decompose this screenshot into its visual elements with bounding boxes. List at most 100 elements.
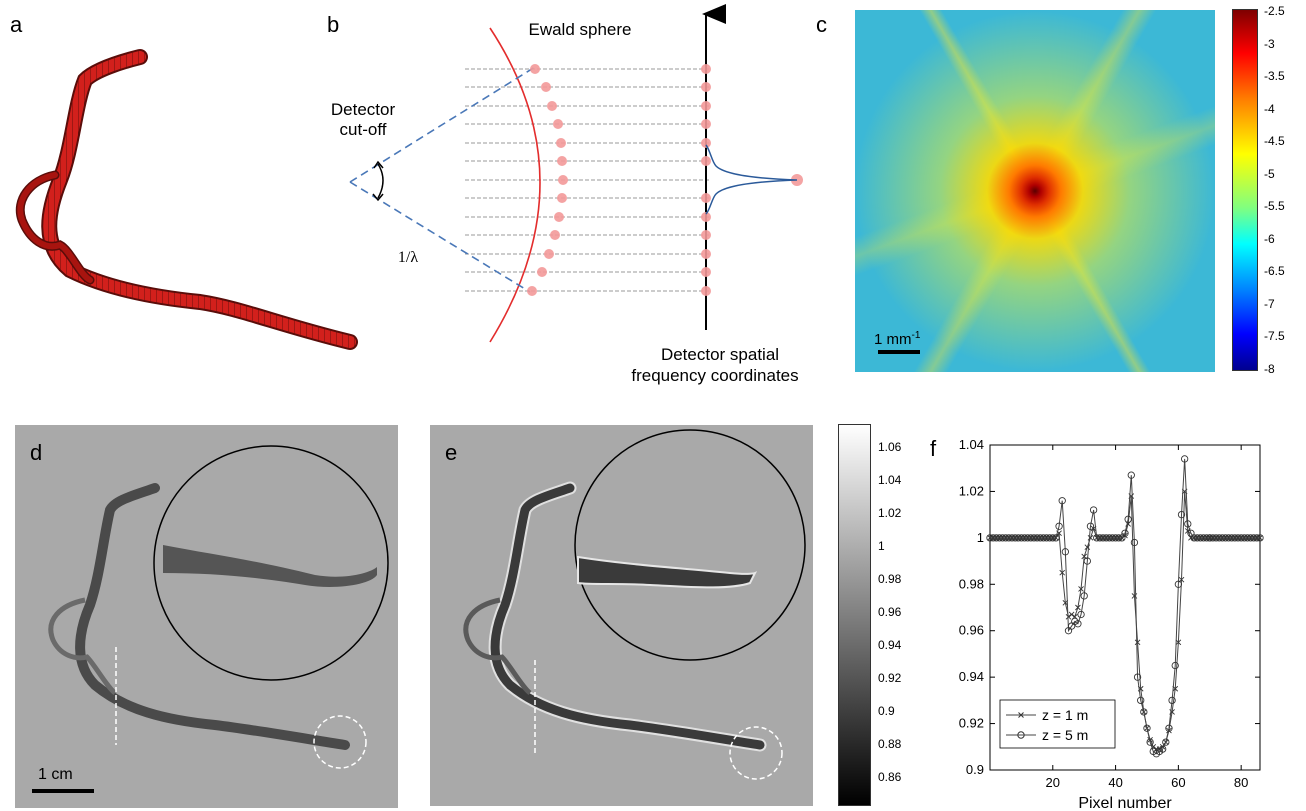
colorbar-jet [1232,9,1258,371]
y-tick-label: 0.98 [959,576,984,591]
colorbar-gray-tick-label: 0.96 [878,605,902,619]
colorbar-jet-tick-label: -5.5 [1264,199,1285,214]
marker-circle [1124,515,1132,523]
angle-arrow [377,163,384,199]
marker-circle [1146,738,1154,746]
y-tick-label: 0.94 [959,669,984,684]
marker-circle [1140,708,1148,716]
detector-cutoff-line2: cut-off [339,120,387,139]
marker-circle [1055,522,1063,530]
y-tick-label: 1.04 [959,437,984,452]
marker-circle [1184,520,1192,528]
scale-bar-c [878,350,920,354]
marker-circle [1083,557,1091,565]
marker-cross [1068,611,1075,618]
colorbar-gray-tick-label: 0.94 [878,638,902,652]
ewald-points [527,64,568,296]
marker-circle [1130,538,1139,547]
colorbar-gray-tick-label: 1.02 [878,506,902,520]
ewald-sphere-arc [489,27,541,343]
colorbar-jet-tick-label: -3.5 [1264,69,1285,84]
marker-circle [1074,620,1082,628]
marker-circle [1162,738,1170,746]
y-tick-label: 1 [977,530,984,545]
panel-label-c: c [816,12,827,37]
panel-label-e: e [445,440,458,465]
y-tick-label: 0.96 [959,623,984,638]
panel-label-a: a [10,12,23,37]
colorbar-gray-tick-label: 0.9 [878,704,895,718]
colorbar-jet-tick-label: -7 [1264,296,1275,311]
sinc-curve [705,144,798,215]
colorbar-jet-tick-label: -4.5 [1264,134,1285,149]
colorbar-gray-tick-label: 1.06 [878,440,902,454]
legend-box [999,699,1116,749]
marker-circle [1127,471,1135,479]
panel-label-f: f [930,436,937,461]
marker-circle [1171,661,1179,670]
colorbar-jet-tick-label: -5 [1264,166,1275,181]
detector-cutoff-line1: Detector [330,100,396,119]
y-tick-label: 0.92 [959,716,984,731]
legend-label: z = 1 m [1042,707,1088,723]
marker-circle [1181,455,1189,463]
x-tick-label: 60 [1171,775,1185,790]
panel-label-d: d [30,440,43,465]
colorbar-gray-tick-label: 0.88 [878,737,902,751]
colorbar-gray-tick-label: 1.04 [878,473,902,487]
x-tick-label: 80 [1234,775,1248,790]
marker-circle [1168,696,1176,705]
marker-circle [1046,534,1054,542]
plot-frame [989,444,1261,771]
marker-circle [1077,610,1085,619]
grid-lines [465,68,710,292]
scale-label-c: 1 mm-1 [874,330,921,348]
colorbar-jet-tick-label: -4 [1264,101,1275,116]
cutoff-cone [349,66,536,293]
marker-cross [1147,737,1153,743]
x-tick-label: 20 [1046,775,1060,790]
marker-cross [1134,639,1141,646]
marker-circle [1058,497,1066,505]
legend-marker [1017,731,1025,739]
y-tick-label: 1.02 [959,483,984,498]
scale-label-d: 1 cm [38,766,73,783]
marker-cross [1166,727,1172,734]
marker-circle [1137,696,1145,705]
marker-cross [1065,613,1072,620]
profile-line-chart: 0.9 0.92 0.94 0.96 0.98 1 1.02 1.04 20 40 60 80 Pixe… [959,437,1264,810]
marker-circle [1133,673,1142,681]
marker-circle [1089,506,1098,514]
ewald-sphere-label: Ewald sphere [528,20,632,39]
axis-points [701,64,803,296]
marker-circle [1253,534,1261,542]
panel-label-b: b [327,12,340,37]
x-tick-label: 40 [1108,775,1122,790]
marker-cross [1175,639,1182,646]
marker-circle [1174,580,1183,588]
colorbar-jet-tick-label: -6.5 [1264,264,1285,279]
marker-circle [1159,745,1167,753]
colorbar-gray-tick-label: 0.86 [878,770,902,784]
marker-cross [1087,535,1094,541]
phase-image-d [15,425,398,808]
scale-bar-d [32,789,94,793]
x-axis-label: Pixel number [1078,795,1172,810]
marker-cross [1122,532,1128,539]
phase-image-e [430,425,813,806]
marker-circle [1165,724,1173,732]
colorbar-jet-tick-label: -6 [1264,231,1275,246]
marker-circle [1080,592,1088,600]
freq-coord-line2: frequency coordinates [631,366,799,385]
colorbar-jet-tick-label: -8 [1264,362,1275,376]
marker-cross [1075,604,1081,611]
colorbar-jet-tick-label: -2.5 [1264,4,1285,18]
worm-3d-render [15,49,358,350]
marker-circle [1061,548,1069,556]
marker-cross [1059,569,1066,576]
y-tick-label: 0.9 [966,762,984,777]
legend-label: z = 5 m [1042,727,1088,743]
marker-circle [1105,534,1113,542]
colorbar-gray-tick-label: 0.98 [878,572,902,586]
legend-marker [1018,712,1024,718]
